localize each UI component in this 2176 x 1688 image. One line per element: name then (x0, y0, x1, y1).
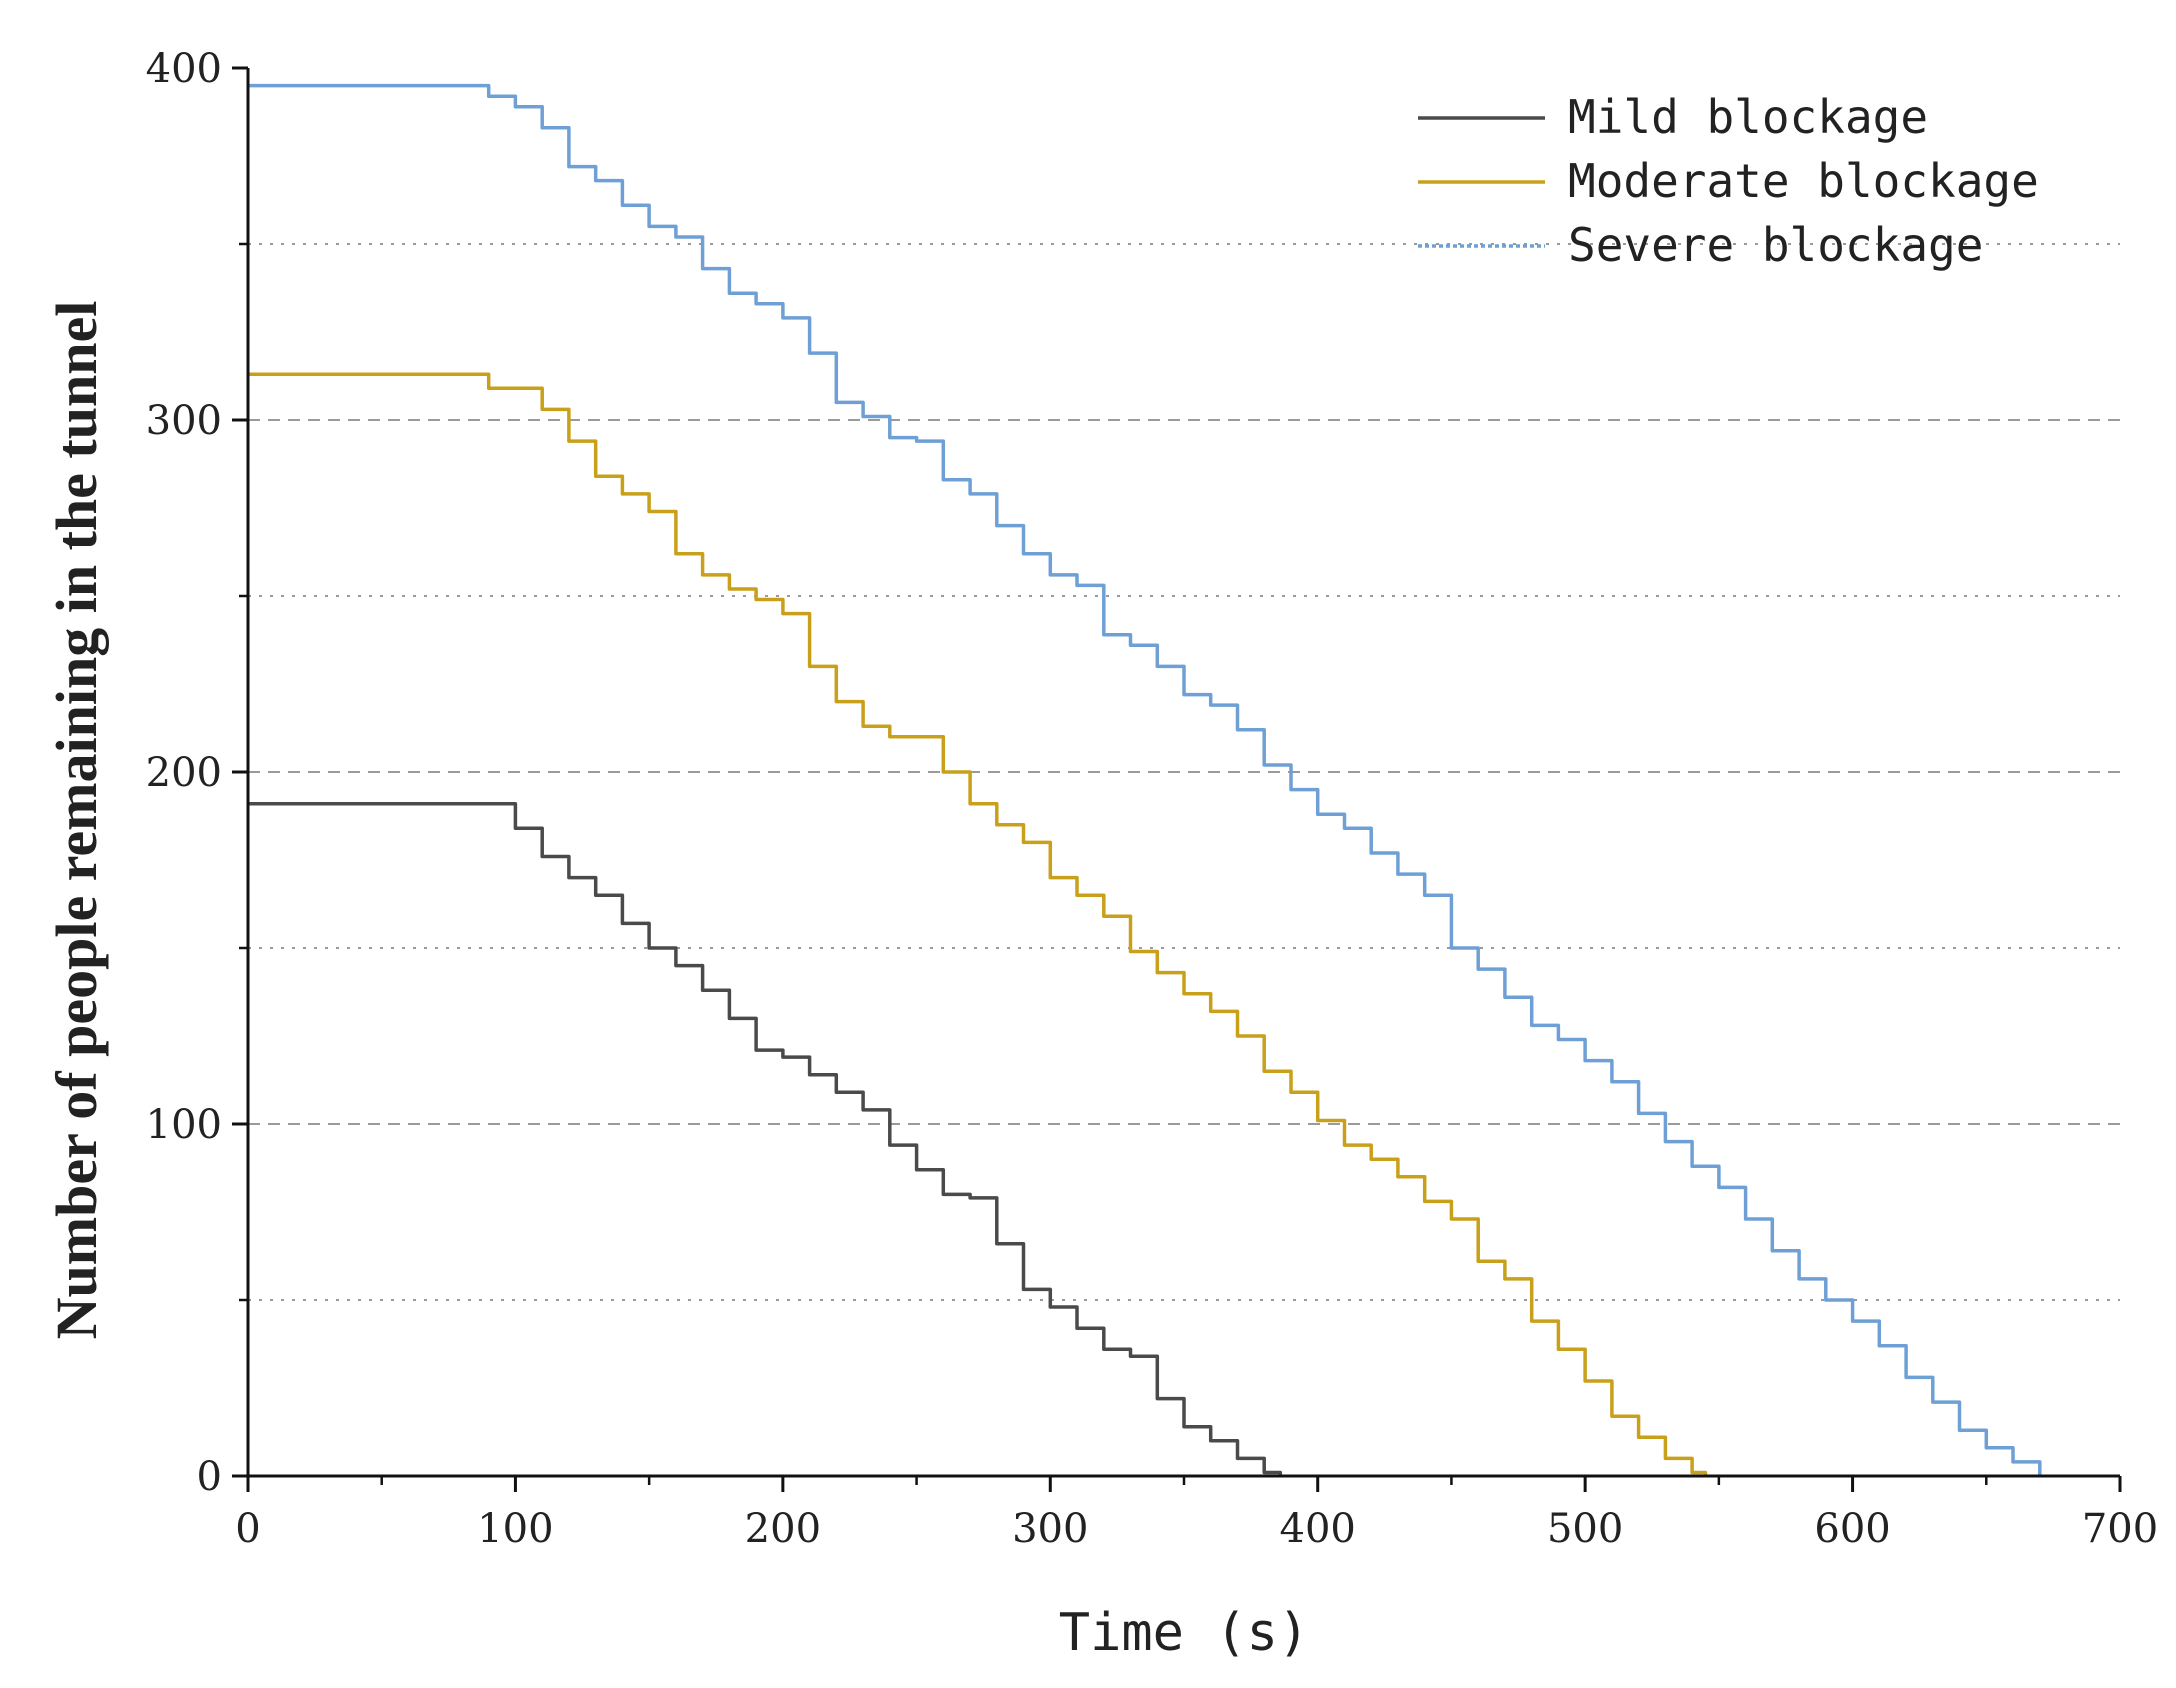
y-axis-title: Number of people remaining in the tunnel (44, 301, 109, 1340)
y-tick-label: 400 (146, 46, 222, 92)
x-tick-label: 100 (477, 1506, 553, 1552)
legend: Mild blockage Moderate blockage Severe blo… (1418, 90, 2039, 272)
y-tick-label: 100 (146, 1102, 222, 1148)
legend-label-1: Moderate blockage (1568, 154, 2039, 208)
y-tick-label: 300 (146, 398, 222, 444)
legend-label-2: Severe blockage (1568, 218, 1983, 272)
axis-ticks: 0 100 200 300 400 500 600 700 0 100 200 300 400 (146, 46, 2159, 1552)
series-lines (248, 83, 2042, 1476)
x-tick-label: 0 (235, 1506, 260, 1552)
x-tick-label: 200 (745, 1506, 821, 1552)
legend-label-0: Mild blockage (1568, 90, 1928, 144)
x-tick-label: 300 (1012, 1506, 1088, 1552)
x-tick-label: 600 (1814, 1506, 1890, 1552)
y-tick-label: 0 (197, 1454, 222, 1500)
series-line-1 (248, 372, 1708, 1476)
x-tick-label: 700 (2082, 1506, 2158, 1552)
series-line-0 (248, 801, 1283, 1476)
y-tick-label: 200 (146, 750, 222, 796)
x-tick-label: 500 (1547, 1506, 1623, 1552)
grid-lines (248, 243, 2120, 1301)
x-tick-label: 400 (1280, 1506, 1356, 1552)
x-axis-title: Time (s) (1059, 1603, 1309, 1663)
series-line-2 (248, 83, 2042, 1476)
